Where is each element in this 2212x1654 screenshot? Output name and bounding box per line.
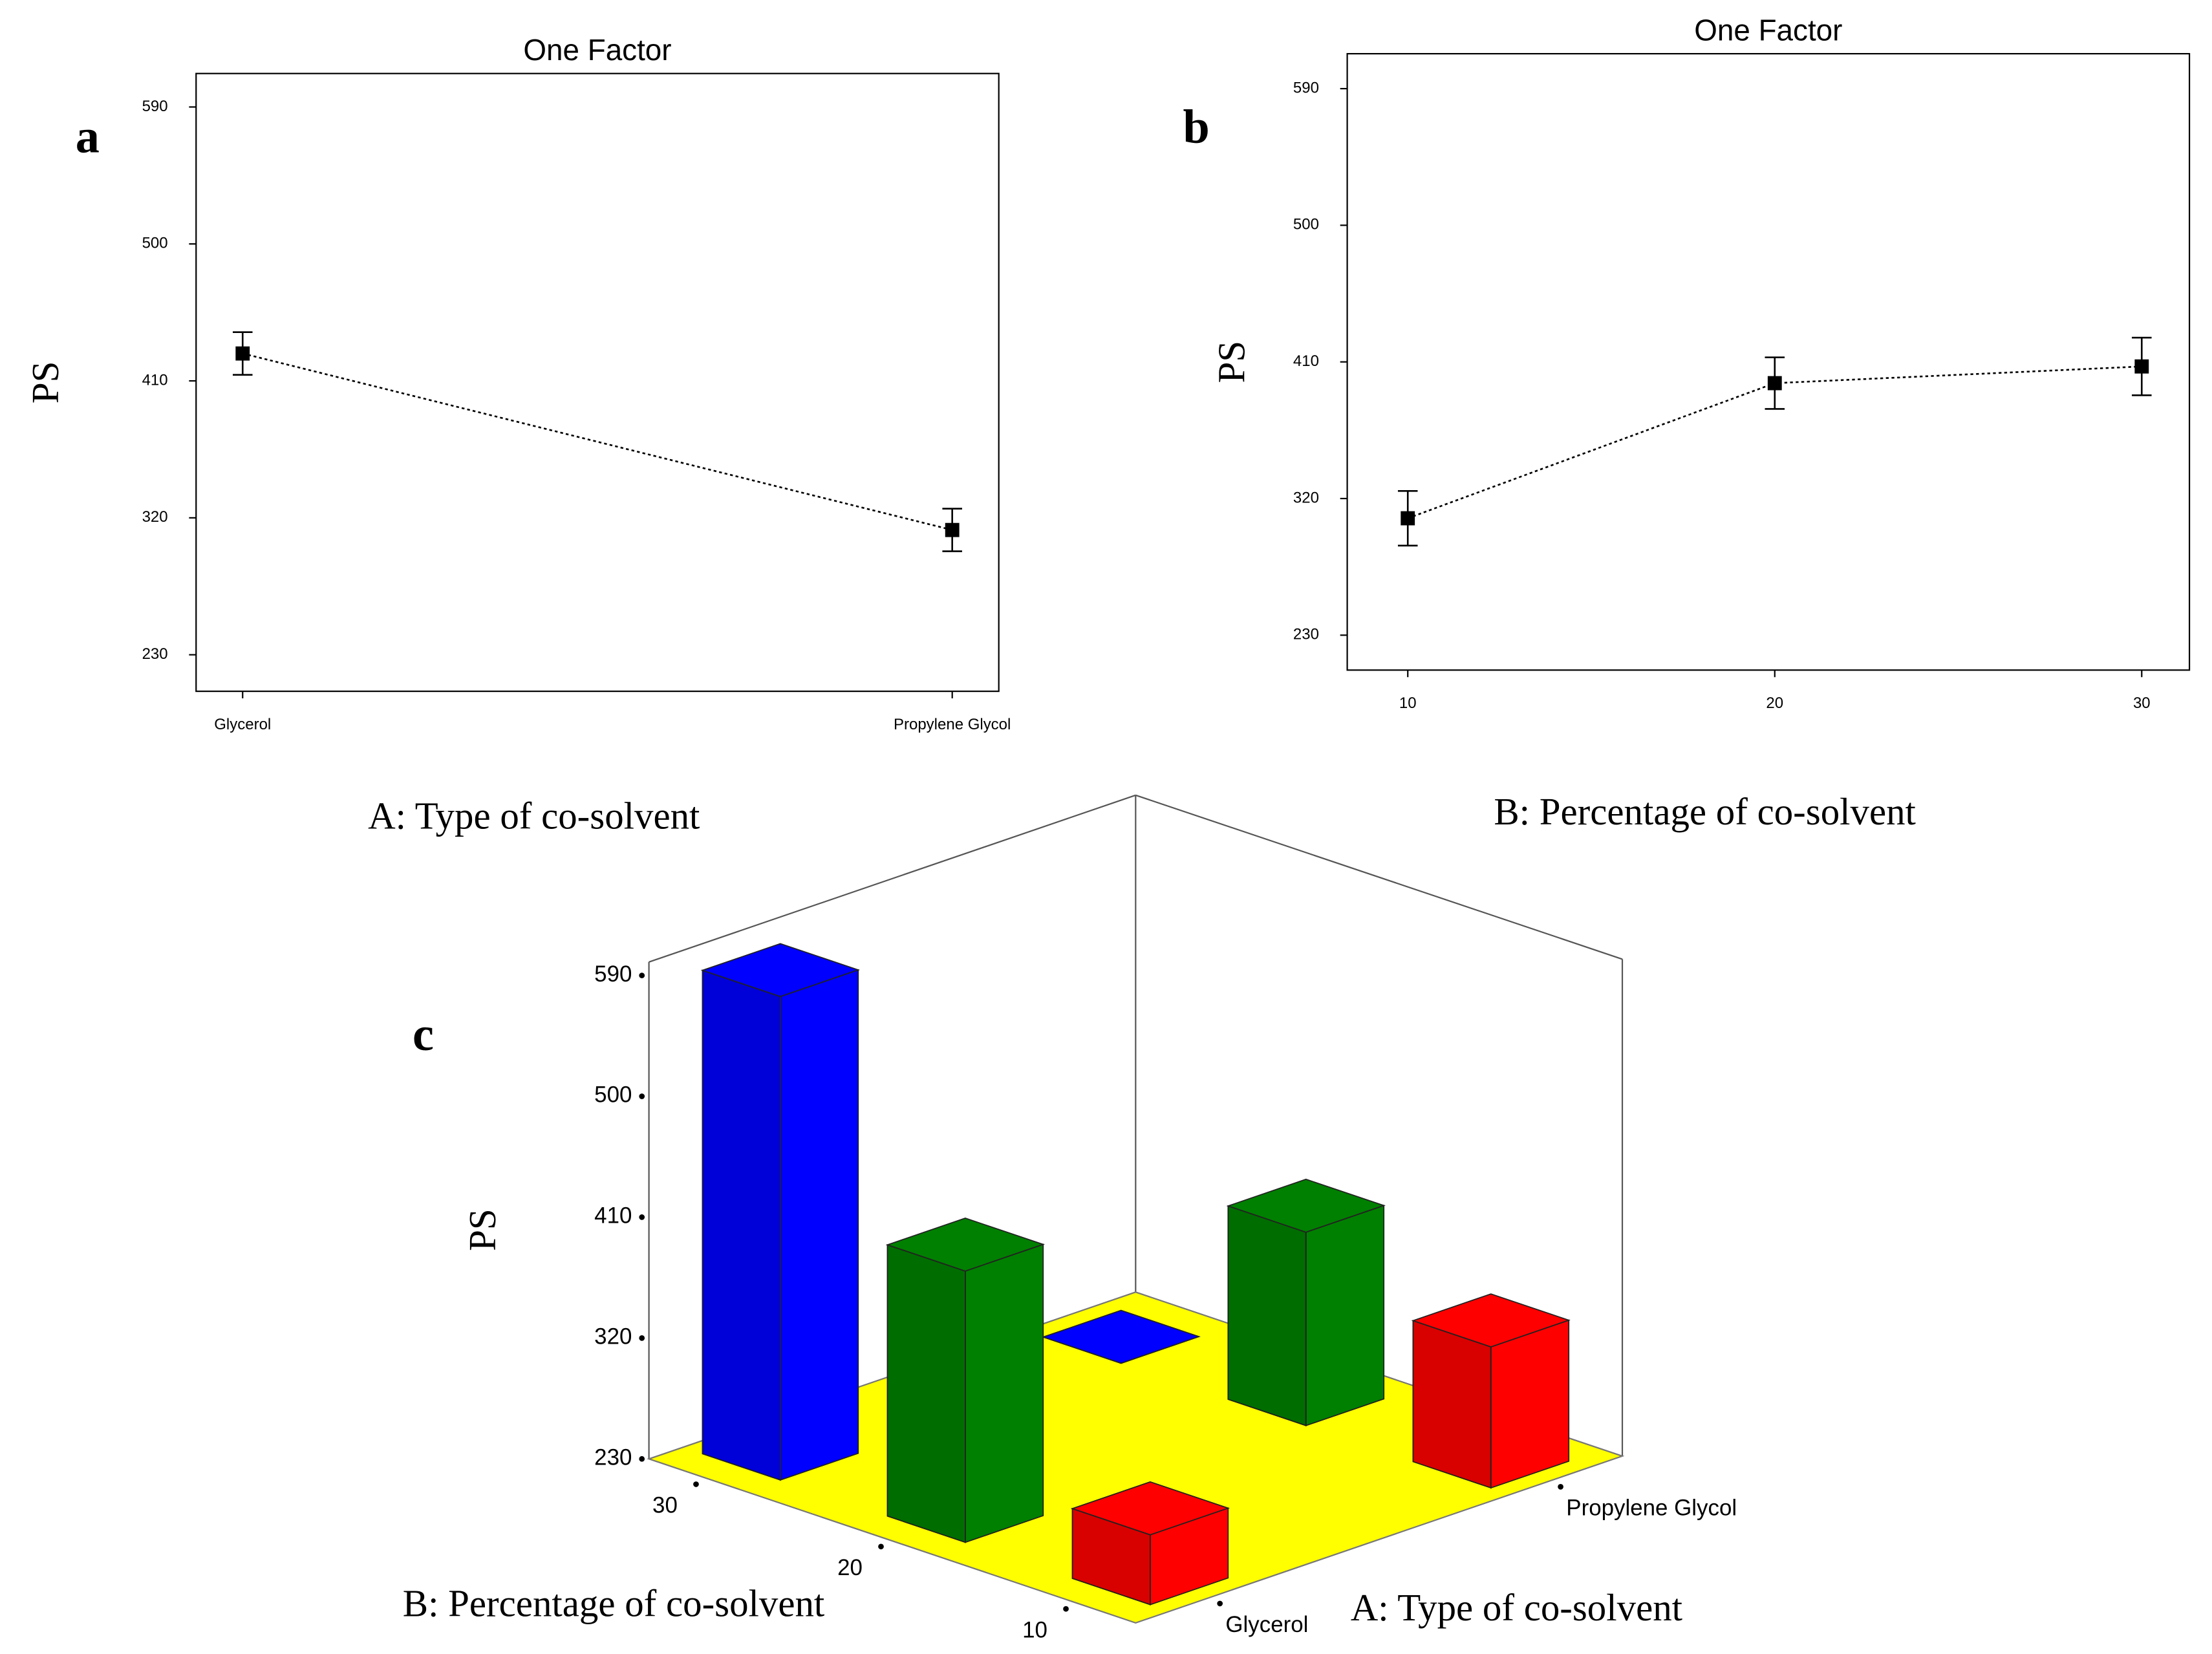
point — [235, 346, 250, 361]
panel-label: b — [1183, 100, 1210, 153]
y-tick-label: 320 — [142, 508, 168, 526]
x-tick-label: 30 — [2133, 694, 2151, 712]
bar-3d — [885, 1217, 1046, 1543]
bar-face — [1226, 1178, 1386, 1233]
box-edge — [649, 794, 1136, 963]
y-tick-label: 410 — [1293, 352, 1319, 370]
y-tick-label: 30 — [652, 1493, 678, 1518]
y-tick-label: 590 — [142, 98, 168, 115]
x-tick-label: Glycerol — [1225, 1612, 1308, 1637]
bar-shade — [1228, 1206, 1306, 1426]
point — [945, 522, 960, 537]
bar-3d — [700, 943, 860, 1481]
bar-shade — [1072, 1509, 1150, 1605]
bar-face — [1070, 1481, 1230, 1536]
bar-face — [700, 943, 860, 998]
z-tick — [639, 972, 645, 978]
bar-face — [1041, 1309, 1201, 1364]
z-tick — [639, 1455, 645, 1462]
x-tick-label: 20 — [1766, 694, 1783, 712]
z-tick-label: 500 — [594, 1082, 632, 1108]
x-tick — [1558, 1483, 1563, 1490]
z-axis-label: PS — [461, 1208, 504, 1251]
point — [2134, 359, 2149, 374]
x-tick-label: Propylene Glycol — [894, 716, 1011, 733]
y-tick — [1063, 1606, 1069, 1612]
bar-face — [964, 1243, 1044, 1543]
bar-3d — [1226, 1178, 1386, 1426]
bar-face — [1411, 1293, 1571, 1348]
y-tick-label: 590 — [1293, 79, 1319, 96]
box-edge — [1135, 794, 1623, 960]
x-tick-label: Glycerol — [214, 716, 271, 733]
y-tick-label: 230 — [1293, 626, 1319, 643]
panel-label: c — [413, 1008, 434, 1061]
bar-shade — [887, 1245, 965, 1543]
y-tick-label: 20 — [837, 1555, 863, 1580]
z-tick — [639, 1214, 645, 1220]
bar-3d — [1070, 1481, 1230, 1606]
point — [1767, 376, 1782, 391]
bar-shade — [1413, 1320, 1491, 1488]
bar-3d — [1411, 1293, 1571, 1489]
y-tick-label: 500 — [1293, 216, 1319, 233]
z-tick — [639, 1093, 645, 1099]
chart-title: One Factor — [523, 33, 671, 67]
y-tick-label: 320 — [1293, 489, 1319, 506]
y-tick — [878, 1543, 884, 1550]
plot-frame — [195, 72, 1000, 693]
y-axis-label: B: Percentage of co-solvent — [403, 1582, 825, 1624]
y-tick-label: 10 — [1022, 1617, 1047, 1642]
y-tick — [693, 1481, 699, 1487]
bar-shade — [702, 970, 780, 1480]
line — [242, 352, 953, 531]
y-axis-label: PS — [24, 361, 67, 404]
y-tick-label: 500 — [142, 235, 168, 252]
x-axis-label: B: Percentage of co-solvent — [1494, 790, 1916, 833]
x-axis-label: A: Type of co-solvent — [1351, 1586, 1683, 1629]
z-tick-label: 590 — [594, 961, 632, 987]
bar-face — [1305, 1205, 1385, 1426]
y-tick-label: 410 — [142, 371, 168, 389]
plot-frame — [1346, 52, 2191, 671]
panel-label: a — [76, 111, 100, 164]
y-axis-label: PS — [1210, 341, 1253, 383]
x-tick-label: 10 — [1399, 694, 1417, 712]
z-tick — [639, 1335, 645, 1341]
y-tick-label: 230 — [142, 645, 168, 663]
x-tick — [1217, 1600, 1223, 1607]
bar-face — [779, 969, 859, 1481]
z-tick-label: 410 — [594, 1203, 632, 1229]
chart-title: One Factor — [1694, 13, 1842, 47]
point — [1401, 511, 1415, 526]
x-tick-label: Propylene Glycol — [1566, 1496, 1737, 1521]
x-axis-label: A: Type of co-solvent — [368, 795, 700, 837]
bar-face — [1490, 1319, 1570, 1489]
z-tick-label: 230 — [594, 1445, 632, 1470]
z-tick-label: 320 — [594, 1324, 632, 1349]
bar-face — [885, 1217, 1046, 1272]
